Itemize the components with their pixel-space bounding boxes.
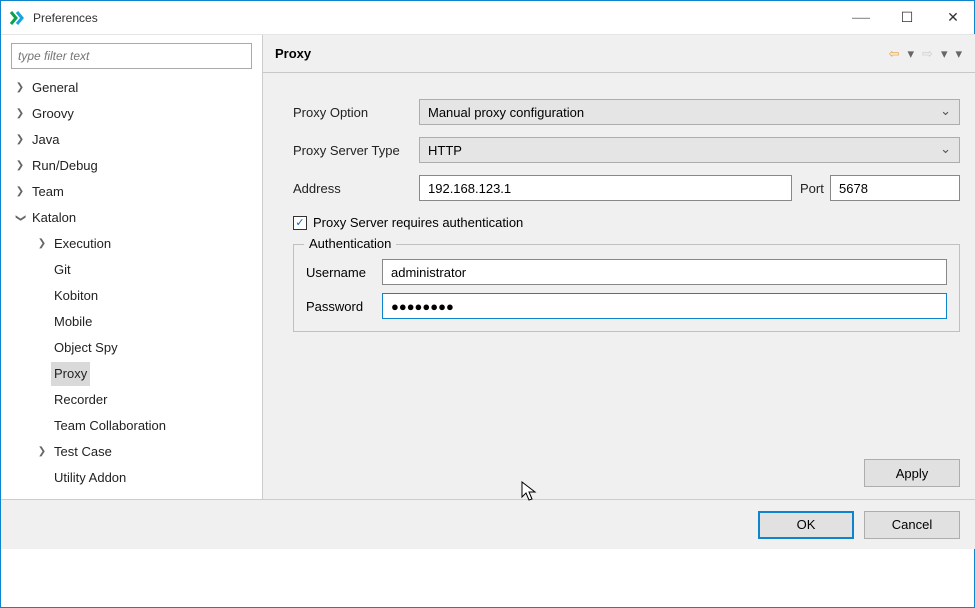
address-input[interactable] [419, 175, 792, 201]
proxy-server-type-value: HTTP [428, 143, 462, 158]
preferences-tree: ❯General ❯Groovy ❯Java ❯Run/Debug ❯Team … [11, 75, 252, 491]
window-title: Preferences [33, 11, 838, 25]
requires-auth-checkbox[interactable]: ✓ [293, 216, 307, 230]
tree-item-general[interactable]: ❯General [11, 75, 252, 101]
port-input[interactable] [830, 175, 960, 201]
page-title: Proxy [275, 46, 887, 61]
view-menu-icon[interactable]: ▾ [953, 46, 964, 62]
port-label: Port [792, 181, 830, 196]
forward-icon[interactable]: ⇨ [920, 46, 935, 62]
app-icon [9, 10, 25, 26]
proxy-option-label: Proxy Option [293, 105, 419, 120]
filter-input[interactable] [11, 43, 252, 69]
proxy-server-type-select[interactable]: HTTP [419, 137, 960, 163]
tree-item-utility-addon[interactable]: •Utility Addon [33, 465, 252, 491]
tree-item-run-debug[interactable]: ❯Run/Debug [11, 153, 252, 179]
cancel-button[interactable]: Cancel [864, 511, 960, 539]
close-button[interactable]: ✕ [930, 1, 975, 34]
proxy-option-value: Manual proxy configuration [428, 105, 584, 120]
ok-button[interactable]: OK [758, 511, 854, 539]
address-label: Address [293, 181, 419, 196]
tree-item-git[interactable]: •Git [33, 257, 252, 283]
back-menu-icon[interactable]: ▾ [906, 46, 917, 62]
password-input[interactable] [382, 293, 947, 319]
tree-item-java[interactable]: ❯Java [11, 127, 252, 153]
proxy-server-type-label: Proxy Server Type [293, 143, 419, 158]
proxy-option-select[interactable]: Manual proxy configuration [419, 99, 960, 125]
apply-button[interactable]: Apply [864, 459, 960, 487]
tree-item-recorder[interactable]: •Recorder [33, 387, 252, 413]
username-label: Username [306, 265, 382, 280]
tree-item-katalon[interactable]: ❯Katalon [11, 205, 252, 231]
maximize-button[interactable]: ☐ [884, 1, 930, 34]
tree-item-test-case[interactable]: ❯Test Case [33, 439, 252, 465]
main-header: Proxy ⇦ ▾ ⇨ ▾ ▾ [263, 35, 975, 73]
main-panel: Proxy ⇦ ▾ ⇨ ▾ ▾ Proxy Option Manual prox… [263, 35, 975, 499]
authentication-fieldset: Authentication Username Password [293, 244, 960, 332]
tree-item-object-spy[interactable]: •Object Spy [33, 335, 252, 361]
tree-item-proxy[interactable]: •Proxy [33, 361, 252, 387]
bottom-bar: OK Cancel [1, 499, 975, 549]
tree-item-team-collaboration[interactable]: •Team Collaboration [33, 413, 252, 439]
titlebar: Preferences — ☐ ✕ [1, 1, 975, 35]
tree-item-execution[interactable]: ❯Execution [33, 231, 252, 257]
tree-item-team[interactable]: ❯Team [11, 179, 252, 205]
tree-item-kobiton[interactable]: •Kobiton [33, 283, 252, 309]
password-label: Password [306, 299, 382, 314]
username-input[interactable] [382, 259, 947, 285]
content: ❯General ❯Groovy ❯Java ❯Run/Debug ❯Team … [1, 35, 975, 499]
requires-auth-label: Proxy Server requires authentication [313, 215, 523, 230]
sidebar: ❯General ❯Groovy ❯Java ❯Run/Debug ❯Team … [1, 35, 263, 499]
authentication-legend: Authentication [304, 236, 396, 251]
forward-menu-icon[interactable]: ▾ [939, 46, 950, 62]
window-controls: — ☐ ✕ [838, 1, 975, 34]
back-icon[interactable]: ⇦ [887, 46, 902, 62]
tree-item-groovy[interactable]: ❯Groovy [11, 101, 252, 127]
minimize-button[interactable]: — [838, 1, 884, 34]
tree-item-mobile[interactable]: •Mobile [33, 309, 252, 335]
header-toolbar: ⇦ ▾ ⇨ ▾ ▾ [887, 46, 964, 62]
main-body: Proxy Option Manual proxy configuration … [263, 73, 975, 499]
